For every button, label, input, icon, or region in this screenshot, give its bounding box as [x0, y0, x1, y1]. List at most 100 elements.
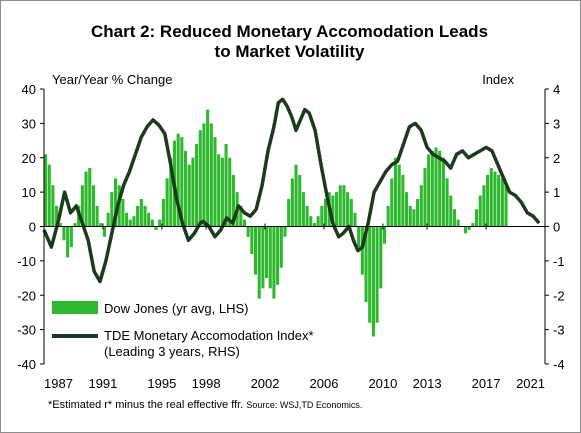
right-tick-label-4: 0 — [553, 220, 560, 235]
bar-84 — [353, 212, 357, 227]
bar-4 — [58, 223, 62, 227]
bar-15 — [99, 223, 103, 227]
legend-line-label: TDE Monetary Accomodation Index* — [104, 328, 314, 343]
right-axis-label: Index — [482, 72, 514, 87]
bar-97 — [401, 174, 405, 227]
bar-94 — [390, 178, 394, 227]
bar-72 — [309, 216, 313, 227]
bar-82 — [346, 192, 350, 227]
bar-18 — [110, 192, 114, 227]
bar-104 — [427, 154, 431, 227]
bar-series — [44, 109, 508, 337]
left-tick-label-7: -30 — [17, 323, 36, 338]
bar-45 — [209, 123, 213, 227]
bar-55 — [246, 226, 250, 237]
bar-70 — [301, 192, 305, 227]
bar-48 — [220, 157, 224, 227]
right-tick-label-7: -3 — [553, 323, 565, 338]
bar-11 — [84, 171, 88, 227]
bar-13 — [91, 185, 95, 227]
x-tick-label-2: 1995 — [147, 376, 176, 391]
bar-59 — [261, 226, 265, 289]
bar-78 — [331, 195, 335, 227]
x-tick-label-4: 2002 — [251, 376, 280, 391]
left-tick-label-4: 0 — [29, 220, 36, 235]
bar-125 — [504, 185, 508, 227]
left-tick-label-5: -10 — [17, 254, 36, 269]
bar-42 — [198, 130, 202, 227]
chart-title-line2: to Market Volatility — [214, 42, 365, 61]
bar-17 — [106, 212, 110, 227]
bar-66 — [287, 199, 291, 227]
bar-74 — [316, 216, 320, 227]
bar-93 — [386, 205, 390, 227]
bar-64 — [279, 226, 283, 268]
bar-105 — [430, 150, 434, 227]
bar-98 — [405, 192, 409, 227]
bar-49 — [224, 144, 228, 227]
right-tick-label-0: 4 — [553, 82, 560, 97]
bar-37 — [180, 137, 184, 227]
x-tick-label-9: 2021 — [516, 376, 545, 391]
bar-81 — [342, 185, 346, 227]
right-tick-label-3: 1 — [553, 185, 560, 200]
bar-108 — [441, 157, 445, 227]
bar-44 — [206, 109, 210, 227]
bar-57 — [253, 226, 258, 275]
bar-38 — [183, 150, 188, 227]
bar-109 — [445, 178, 449, 227]
left-axis-label: Year/Year % Change — [52, 72, 172, 87]
bar-34 — [169, 157, 173, 227]
x-tick-label-3: 1998 — [192, 376, 221, 391]
bar-95 — [393, 157, 398, 227]
bar-56 — [250, 226, 254, 254]
bar-60 — [265, 226, 269, 279]
bar-25 — [136, 205, 140, 227]
chart-title-line1: Chart 2: Reduced Monetary Accomodation L… — [90, 22, 489, 41]
bar-10 — [80, 185, 84, 227]
bar-36 — [176, 133, 180, 227]
bar-86 — [360, 226, 364, 275]
footnote-text: *Estimated r* minus the real effective f… — [48, 399, 244, 411]
line-series — [42, 97, 541, 284]
bar-83 — [349, 199, 353, 227]
bar-46 — [213, 137, 217, 227]
bar-73 — [312, 223, 317, 227]
legend: Dow Jones (yr avg, LHS) TDE Monetary Acco… — [52, 301, 314, 359]
bar-3 — [55, 205, 59, 227]
x-tick-label-6: 2010 — [368, 376, 397, 391]
chart-title: Chart 2: Reduced Monetary Accomodation L… — [0, 22, 579, 62]
bar-115 — [467, 226, 471, 230]
bar-116 — [471, 223, 475, 227]
bar-112 — [456, 219, 460, 227]
bar-31 — [158, 219, 162, 227]
bar-91 — [379, 226, 383, 289]
bar-32 — [161, 199, 165, 227]
bar-39 — [187, 164, 191, 227]
bar-51 — [231, 174, 235, 227]
bar-53 — [239, 205, 243, 227]
bar-16 — [102, 226, 107, 237]
bar-118 — [478, 195, 482, 227]
bar-8 — [73, 223, 77, 227]
bar-0 — [44, 154, 48, 227]
bar-123 — [497, 174, 501, 227]
x-tick-label-8: 2017 — [472, 376, 501, 391]
right-tick-label-1: 3 — [553, 116, 560, 131]
right-tick-label-6: -2 — [553, 288, 565, 303]
bar-111 — [452, 209, 456, 227]
bar-14 — [95, 205, 99, 227]
x-tick-label-1: 1991 — [88, 376, 117, 391]
bar-87 — [364, 226, 368, 303]
footnote: *Estimated r* minus the real effective f… — [48, 399, 362, 411]
bar-54 — [242, 219, 247, 227]
bar-71 — [305, 205, 309, 227]
bar-19 — [113, 178, 118, 227]
bar-117 — [475, 209, 479, 227]
x-tick-label-0: 1987 — [44, 376, 73, 391]
bar-89 — [371, 226, 375, 337]
bar-107 — [438, 150, 442, 227]
bar-75 — [320, 205, 324, 227]
left-tick-label-1: 30 — [22, 116, 36, 131]
